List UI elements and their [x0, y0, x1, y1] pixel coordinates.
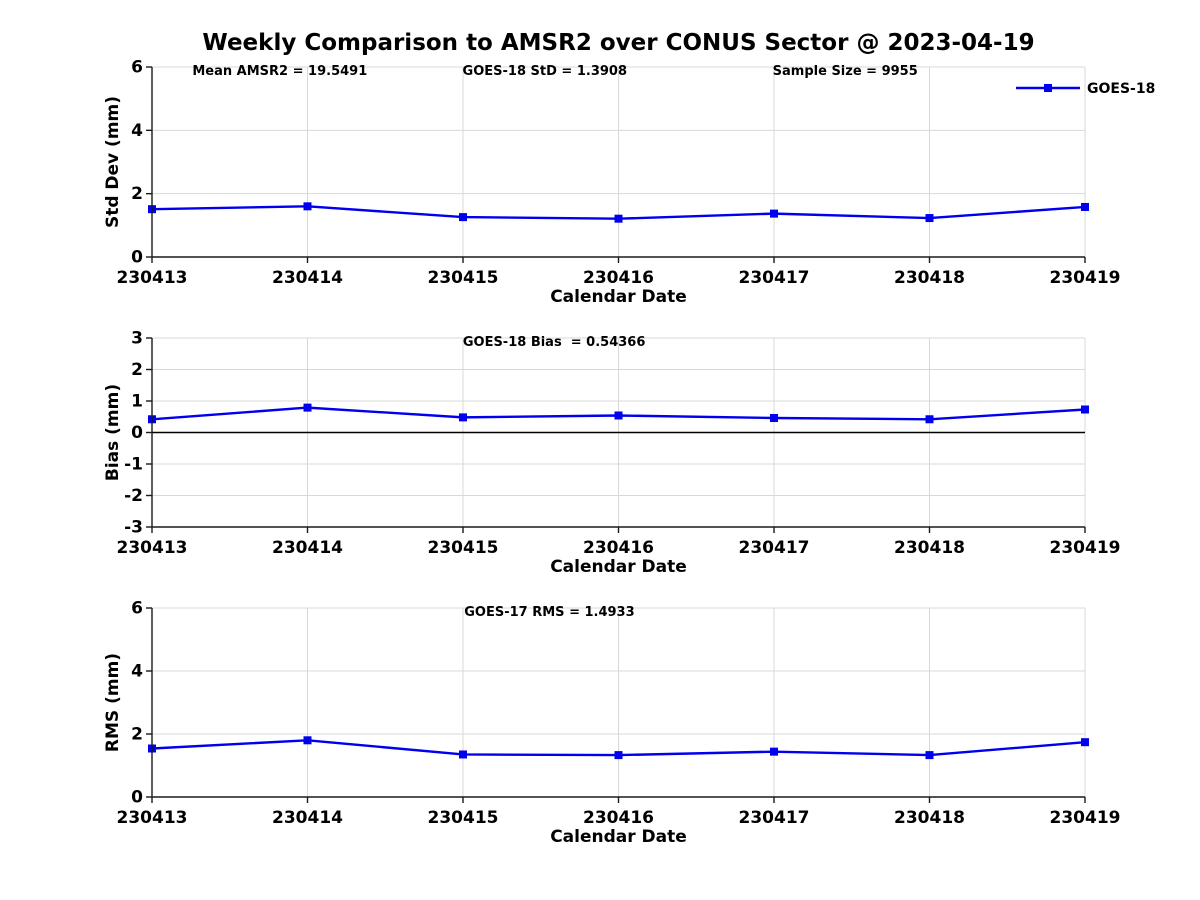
x-tick-label: 230416	[583, 808, 654, 828]
y-tick-label: 4	[131, 662, 143, 682]
y-tick-label: 2	[131, 725, 143, 745]
x-tick-label: 230416	[583, 538, 654, 558]
data-point-marker	[770, 209, 778, 218]
annotation: GOES-18 Bias = 0.54366	[463, 335, 646, 350]
y-axis-label: Std Dev (mm)	[103, 96, 123, 228]
chart-rms: GOES-17 RMS = 1.4933 230413 230414 230415 23…	[103, 599, 1120, 848]
annotation: GOES-18 StD = 1.3908	[463, 64, 627, 79]
data-point-marker	[1081, 405, 1089, 414]
data-point-marker	[770, 414, 778, 423]
y-tick-label: 4	[131, 121, 143, 141]
x-tick-label: 230417	[739, 268, 810, 288]
y-tick-label: 6	[131, 58, 143, 78]
data-point-marker	[614, 411, 623, 420]
x-axis-label: Calendar Date	[550, 287, 687, 307]
data-point-marker	[925, 214, 934, 223]
annotation: Sample Size = 9955	[773, 64, 918, 79]
data-point-marker	[770, 747, 778, 756]
y-tick-label: 0	[131, 248, 143, 268]
chart-bias: GOES-18 Bias = 0.54366 230413 230414 230415…	[103, 329, 1120, 578]
x-tick-label: 230418	[894, 538, 965, 558]
legend: GOES-18	[1016, 81, 1155, 97]
data-point-marker	[614, 751, 623, 760]
y-tick-label: 2	[131, 360, 143, 380]
data-point-marker	[1081, 738, 1089, 747]
x-tick-label: 230415	[428, 808, 499, 828]
x-tick-label: 230413	[117, 538, 188, 558]
x-tick-label: 230413	[117, 808, 188, 828]
data-point-marker	[925, 415, 934, 424]
figure-title: Weekly Comparison to AMSR2 over CONUS Se…	[202, 30, 1035, 56]
x-tick-label: 230413	[117, 268, 188, 288]
data-point-marker	[459, 750, 467, 759]
data-point-marker	[1081, 202, 1089, 211]
x-tick-label: 230419	[1050, 538, 1121, 558]
y-tick-label: 3	[131, 329, 143, 349]
annotation: GOES-17 RMS = 1.4933	[464, 605, 634, 620]
data-point-marker	[303, 736, 312, 745]
annotation: Mean AMSR2 = 19.5491	[192, 64, 367, 79]
x-axis-label: Calendar Date	[550, 557, 687, 577]
y-tick-label: -1	[124, 455, 143, 475]
y-tick-label: 0	[131, 423, 143, 443]
legend-label: GOES-18	[1087, 81, 1155, 97]
x-tick-label: 230417	[739, 538, 810, 558]
data-point-marker	[614, 214, 623, 223]
x-tick-label: 230416	[583, 268, 654, 288]
x-axis-label: Calendar Date	[550, 827, 687, 847]
x-tick-label: 230418	[894, 268, 965, 288]
x-tick-label: 230414	[272, 538, 343, 558]
x-tick-label: 230417	[739, 808, 810, 828]
y-tick-label: -3	[124, 518, 143, 538]
data-point-marker	[303, 202, 312, 211]
y-tick-label: 6	[131, 599, 143, 619]
x-tick-label: 230415	[428, 538, 499, 558]
data-point-marker	[303, 403, 312, 412]
y-tick-label: 1	[131, 392, 143, 412]
data-point-marker	[459, 413, 467, 422]
x-tick-label: 230419	[1050, 268, 1121, 288]
y-tick-label: 2	[131, 184, 143, 204]
x-tick-label: 230414	[272, 808, 343, 828]
x-tick-label: 230415	[428, 268, 499, 288]
chart-std-dev: Mean AMSR2 = 19.5491 GOES-18 StD = 1.3908…	[103, 58, 1155, 308]
x-tick-label: 230418	[894, 808, 965, 828]
y-tick-label: 0	[131, 788, 143, 808]
y-axis-label: Bias (mm)	[103, 384, 123, 481]
y-axis-label: RMS (mm)	[103, 653, 123, 752]
data-point-marker	[925, 751, 934, 760]
x-tick-label: 230419	[1050, 808, 1121, 828]
y-tick-label: -2	[124, 486, 143, 506]
x-tick-label: 230414	[272, 268, 343, 288]
data-point-marker	[459, 213, 467, 222]
legend-marker	[1044, 84, 1052, 92]
